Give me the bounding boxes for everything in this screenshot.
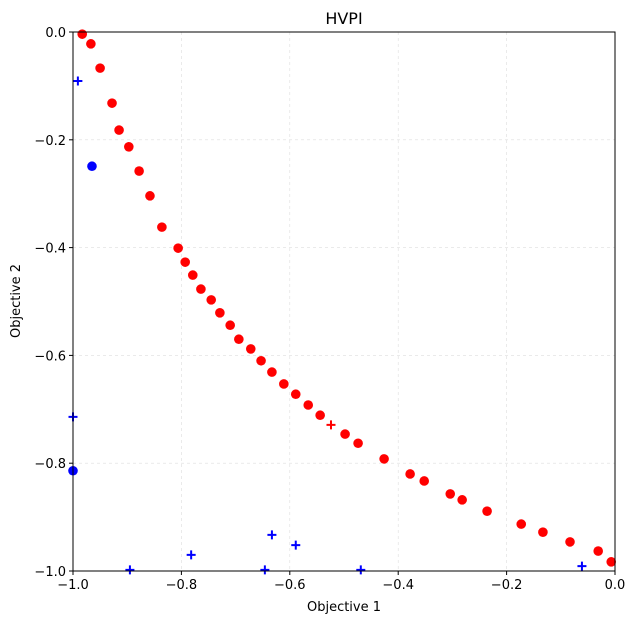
data-point [290, 389, 301, 400]
data-point [180, 257, 190, 267]
data-point [303, 400, 314, 410]
chart-title: HVPI [325, 9, 362, 28]
data-point [173, 243, 183, 253]
data-point [206, 295, 217, 305]
data-point [315, 410, 325, 421]
data-point [114, 125, 124, 135]
y-tick-label: −0.8 [34, 457, 66, 472]
data-point-plus [73, 76, 83, 86]
y-tick-label: −0.4 [34, 242, 66, 257]
y-axis-label: Objective 2 [9, 264, 24, 338]
data-point [419, 476, 430, 486]
data-point [379, 454, 389, 464]
data-point [606, 557, 617, 567]
axis-ticks: −1.0 −0.8 −0.6 −0.4 −0.2 0.0 0.0 −0.2 −0.4 −0.6 −0… [34, 26, 625, 593]
data-point [95, 63, 105, 73]
data-point [565, 537, 575, 547]
data-point [157, 222, 167, 232]
data-point [593, 546, 603, 556]
data-point [267, 367, 277, 377]
x-tick-label: −0.6 [274, 578, 306, 593]
data-point [196, 284, 206, 294]
x-tick-label: −0.4 [382, 578, 414, 593]
x-tick-label: −0.8 [166, 578, 198, 593]
data-point [445, 489, 456, 499]
data-point [340, 429, 350, 439]
data-point-plus [577, 561, 587, 571]
data-point [77, 29, 88, 39]
data-point-plus [260, 565, 270, 575]
data-point [256, 355, 266, 366]
data-point [134, 166, 144, 176]
plot-frame [72, 31, 616, 572]
data-point [538, 527, 548, 537]
data-points [68, 29, 617, 575]
data-point [234, 334, 244, 345]
x-tick-label: 0.0 [605, 578, 626, 593]
data-point [145, 191, 155, 201]
data-point [457, 495, 467, 505]
data-point-plus [326, 420, 336, 430]
data-point-plus [125, 565, 135, 575]
data-point [87, 161, 97, 172]
y-tick-label: −0.6 [34, 349, 66, 364]
x-axis-label: Objective 1 [307, 600, 381, 615]
data-point [225, 320, 235, 331]
data-point [482, 506, 492, 516]
x-tick-label: −0.2 [491, 578, 523, 593]
data-point [187, 270, 198, 280]
data-point [353, 438, 363, 449]
data-point [516, 519, 527, 529]
data-point [405, 469, 415, 479]
data-point [245, 344, 256, 354]
y-tick-label: −0.2 [34, 134, 66, 149]
data-point [86, 39, 96, 49]
data-point-plus [267, 530, 277, 540]
data-point [124, 142, 134, 152]
data-point [279, 379, 289, 389]
data-point-plus [186, 550, 196, 560]
x-tick-label: −1.0 [57, 578, 89, 593]
data-point-plus [291, 540, 301, 550]
grid-lines [72, 31, 616, 572]
data-point [107, 98, 117, 108]
y-tick-label: −1.0 [34, 565, 66, 580]
data-point [215, 308, 225, 318]
data-point-plus [356, 565, 366, 575]
y-tick-label: 0.0 [45, 26, 66, 41]
